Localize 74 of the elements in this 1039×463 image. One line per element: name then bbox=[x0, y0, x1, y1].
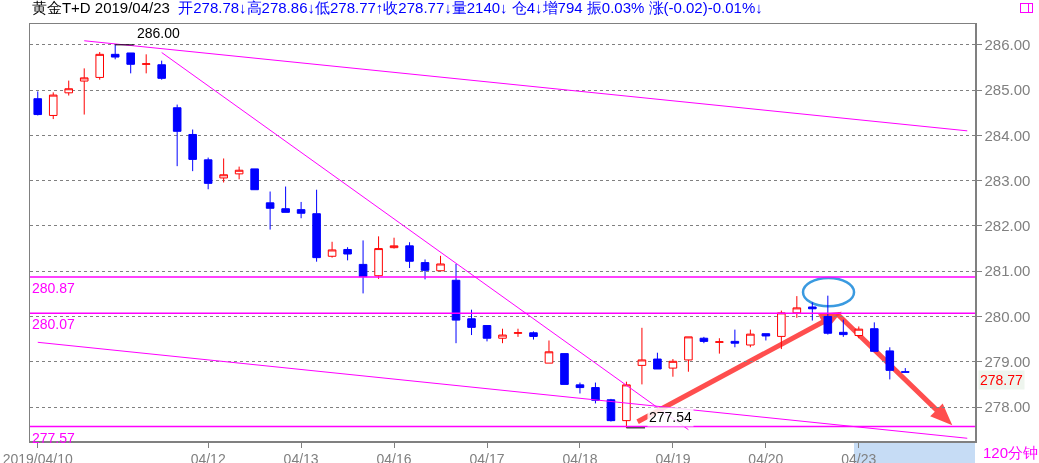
candlestick bbox=[33, 90, 43, 116]
candlestick bbox=[637, 327, 647, 385]
candlestick bbox=[900, 367, 910, 373]
candlestick bbox=[188, 129, 197, 172]
candlestick bbox=[343, 246, 352, 261]
ref-line-label: 280.87 bbox=[32, 280, 76, 296]
candlestick bbox=[157, 60, 166, 81]
ref-line-label: 280.07 bbox=[32, 316, 76, 332]
candlestick bbox=[761, 333, 771, 341]
candlestick bbox=[498, 328, 507, 344]
candlestick bbox=[808, 301, 817, 322]
y-tick-label: 286.00 bbox=[984, 36, 1031, 54]
candlestick bbox=[374, 235, 383, 280]
y-tick-label: 281.00 bbox=[984, 262, 1031, 280]
y-tick-label: 278.00 bbox=[984, 398, 1031, 416]
candlestick bbox=[730, 329, 740, 348]
candlestick bbox=[79, 67, 89, 116]
candlestick bbox=[327, 241, 337, 259]
candlestick bbox=[684, 336, 693, 373]
y-tick-label: 285.00 bbox=[984, 81, 1031, 99]
y-tick-label: 280.00 bbox=[984, 307, 1031, 325]
candlestick bbox=[854, 325, 864, 339]
candlestick bbox=[575, 382, 585, 394]
candlestick bbox=[792, 295, 802, 319]
candlestick bbox=[699, 336, 709, 344]
y-tick-label: 282.00 bbox=[984, 217, 1031, 235]
candlestick bbox=[482, 325, 492, 342]
annotation: 286.00 bbox=[137, 25, 181, 41]
candlestick bbox=[839, 319, 848, 338]
candlestick bbox=[141, 53, 151, 74]
candlestick bbox=[870, 321, 879, 352]
candlestick bbox=[126, 52, 135, 74]
candlestick bbox=[265, 191, 275, 231]
candlestick bbox=[653, 352, 662, 370]
candlestick bbox=[529, 330, 538, 341]
candlestick bbox=[420, 258, 430, 280]
candlestick bbox=[110, 44, 120, 60]
candlestick bbox=[622, 381, 631, 429]
candlestick bbox=[668, 358, 678, 378]
candlestick bbox=[296, 201, 306, 219]
candlestick bbox=[405, 241, 414, 269]
candlestick bbox=[234, 166, 244, 180]
candlestick bbox=[312, 189, 321, 263]
candlestick bbox=[777, 310, 786, 350]
chart-title: 黄金T+D 2019/04/23 bbox=[31, 0, 170, 16]
candlestick bbox=[560, 353, 569, 385]
text: 120分钟 bbox=[983, 444, 1039, 461]
candlestick bbox=[172, 104, 182, 167]
candlestick bbox=[436, 255, 445, 272]
candlestick bbox=[219, 157, 228, 183]
candlestick bbox=[746, 329, 755, 348]
candlestick bbox=[823, 295, 833, 336]
candlestick bbox=[513, 328, 523, 338]
candlestick bbox=[885, 346, 895, 380]
candlestick bbox=[281, 186, 290, 213]
y-tick-label: 284.00 bbox=[984, 126, 1031, 144]
text: 278.77 bbox=[980, 372, 1024, 388]
candlestick bbox=[203, 157, 213, 190]
candlestick bbox=[64, 80, 74, 97]
candlestick bbox=[358, 239, 368, 294]
ref-line-label: 277.57 bbox=[32, 430, 76, 446]
candlestick bbox=[544, 339, 554, 364]
candlestick bbox=[467, 309, 476, 336]
candlestick bbox=[451, 263, 461, 344]
chart-subtitle: 开278.78↓高278.86↓低278.77↑收278.77↓量2140↓ 仓4↓增794 振0.03% 涨(-0.02)-0.01%↓ bbox=[178, 0, 763, 16]
annotation: 277.54 bbox=[649, 409, 693, 425]
candlestick bbox=[591, 382, 600, 404]
y-tick-label: 279.00 bbox=[984, 353, 1031, 371]
candlestick bbox=[250, 168, 259, 191]
candlestick bbox=[715, 337, 724, 355]
candlestick bbox=[389, 237, 399, 250]
candlestick bbox=[95, 51, 105, 81]
y-tick-label: 283.00 bbox=[984, 171, 1031, 189]
candlestick bbox=[48, 91, 58, 120]
